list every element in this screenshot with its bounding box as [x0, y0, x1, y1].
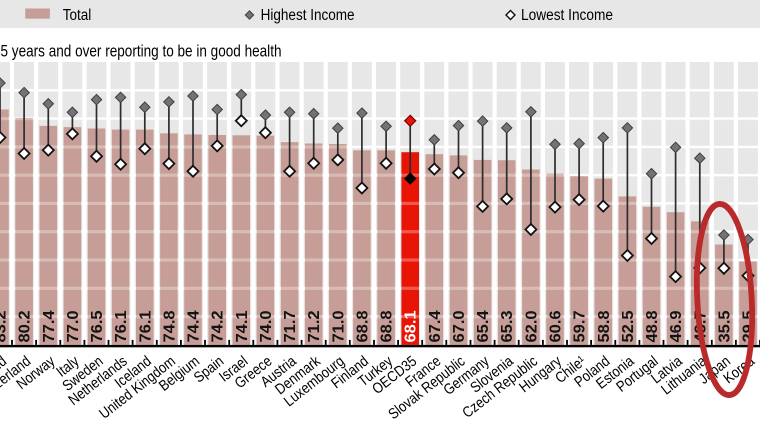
svg-text:74.1: 74.1	[233, 310, 251, 342]
svg-text:77.0: 77.0	[64, 310, 82, 342]
svg-text:71.0: 71.0	[330, 310, 348, 342]
svg-text:68.8: 68.8	[378, 310, 396, 342]
svg-text:46.9: 46.9	[667, 310, 685, 342]
svg-text:74.2: 74.2	[209, 310, 227, 342]
svg-text:74.8: 74.8	[161, 310, 179, 342]
svg-text:67.0: 67.0	[450, 310, 468, 342]
svg-text:76.5: 76.5	[88, 310, 106, 342]
svg-text:76.1: 76.1	[112, 310, 130, 342]
svg-text:52.5: 52.5	[619, 310, 637, 342]
svg-text:67.4: 67.4	[426, 310, 444, 342]
svg-text:59.7: 59.7	[571, 310, 589, 342]
svg-text:77.4: 77.4	[40, 310, 58, 342]
svg-text:71.2: 71.2	[306, 310, 324, 342]
svg-text:74.4: 74.4	[185, 310, 203, 342]
svg-text:Highest Income: Highest Income	[261, 7, 355, 24]
svg-text:76.1: 76.1	[137, 310, 155, 342]
svg-text:5 years and over reporting to: 5 years and over reporting to be in good…	[1, 41, 282, 60]
svg-text:60.6: 60.6	[547, 310, 565, 342]
svg-text:58.8: 58.8	[595, 310, 613, 342]
svg-text:74.0: 74.0	[257, 310, 275, 342]
svg-text:48.8: 48.8	[643, 310, 661, 342]
svg-text:80.2: 80.2	[16, 310, 34, 342]
svg-text:Total: Total	[63, 7, 92, 24]
svg-text:35.5: 35.5	[716, 310, 734, 342]
svg-text:Lowest Income: Lowest Income	[521, 7, 613, 24]
svg-text:83.2: 83.2	[0, 310, 9, 342]
svg-text:65.4: 65.4	[474, 310, 492, 342]
svg-text:68.8: 68.8	[354, 310, 372, 342]
svg-text:62.0: 62.0	[523, 310, 541, 342]
svg-text:71.7: 71.7	[281, 310, 299, 342]
svg-text:68.1: 68.1	[402, 310, 420, 342]
svg-text:65.3: 65.3	[499, 310, 517, 342]
